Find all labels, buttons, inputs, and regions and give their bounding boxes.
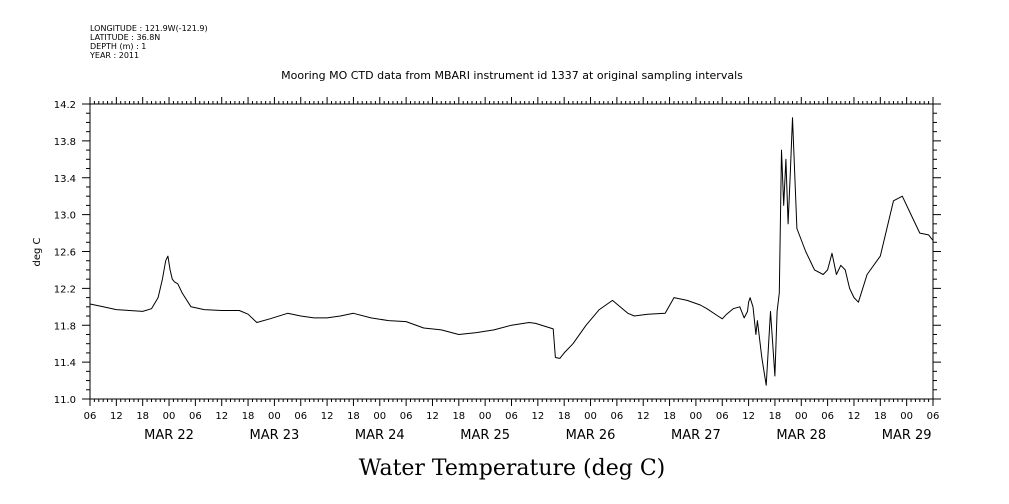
day-label: MAR 29 [882,428,932,443]
chart-title: Mooring MO CTD data from MBARI instrumen… [281,69,743,82]
y-axis-label: deg C [32,237,43,266]
y-tick-label: 13.4 [54,174,76,185]
x-tick-label: 18 [663,411,676,422]
x-axis-label: Water Temperature (deg C) [359,456,666,481]
y-tick-label: 11.4 [54,358,76,369]
x-tick-label: 12 [110,411,123,422]
y-tick-label: 13.8 [54,137,76,148]
x-tick-label: 00 [795,411,808,422]
x-tick-label: 12 [215,411,228,422]
y-tick-label: 12.6 [54,248,76,259]
x-tick-label: 12 [321,411,334,422]
day-label: MAR 25 [460,428,510,443]
day-label: MAR 28 [776,428,826,443]
y-tick-label: 12.2 [54,284,76,295]
day-label: MAR 22 [144,428,194,443]
x-tick-label: 06 [611,411,624,422]
series-layer [89,117,934,386]
day-label: MAR 27 [671,428,721,443]
x-tick-label: 00 [268,411,281,422]
day-label: MAR 26 [566,428,616,443]
axis-ticks [82,97,941,406]
x-tick-label: 12 [426,411,439,422]
temperature-series-line [89,117,934,386]
axis-tick-labels: 11.0 11.4 11.8 12.2 12.6 13.0 13.4 13.8 14.2 06 12… [54,100,940,443]
x-tick-label: 18 [874,411,887,422]
x-tick-label: 06 [84,411,97,422]
y-tick-label: 11.8 [54,321,76,332]
x-tick-label: 06 [821,411,834,422]
x-tick-label: 06 [505,411,518,422]
x-tick-label: 06 [927,411,940,422]
y-tick-label: 11.0 [54,395,76,406]
x-tick-label: 12 [848,411,861,422]
x-tick-label: 18 [347,411,360,422]
x-tick-label: 06 [400,411,413,422]
x-tick-label: 06 [294,411,307,422]
x-tick-label: 18 [136,411,149,422]
metadata-block: LONGITUDE : 121.9W(-121.9) LATITUDE : 36… [89,24,208,60]
x-tick-label: 18 [242,411,255,422]
x-tick-label: 00 [900,411,913,422]
x-tick-label: 18 [452,411,465,422]
x-tick-label: 12 [637,411,650,422]
x-tick-label: 00 [163,411,176,422]
depth-label: DEPTH (m) : 1 [90,42,146,51]
latitude-label: LATITUDE : 36.8N [90,33,160,42]
longitude-label: LONGITUDE : 121.9W(-121.9) [90,24,208,33]
x-tick-label: 06 [189,411,202,422]
x-tick-label: 00 [690,411,703,422]
x-tick-label: 12 [742,411,755,422]
x-tick-label: 18 [769,411,782,422]
day-label: MAR 24 [355,428,405,443]
x-tick-label: 06 [716,411,729,422]
y-tick-label: 14.2 [54,100,76,111]
x-tick-label: 00 [373,411,386,422]
year-label: YEAR : 2011 [89,51,139,60]
x-tick-label: 18 [558,411,571,422]
y-tick-label: 13.0 [54,211,76,222]
day-label: MAR 23 [249,428,299,443]
plot-frame [89,103,934,400]
x-tick-label: 00 [584,411,597,422]
x-tick-label: 00 [479,411,492,422]
x-tick-label: 12 [531,411,544,422]
